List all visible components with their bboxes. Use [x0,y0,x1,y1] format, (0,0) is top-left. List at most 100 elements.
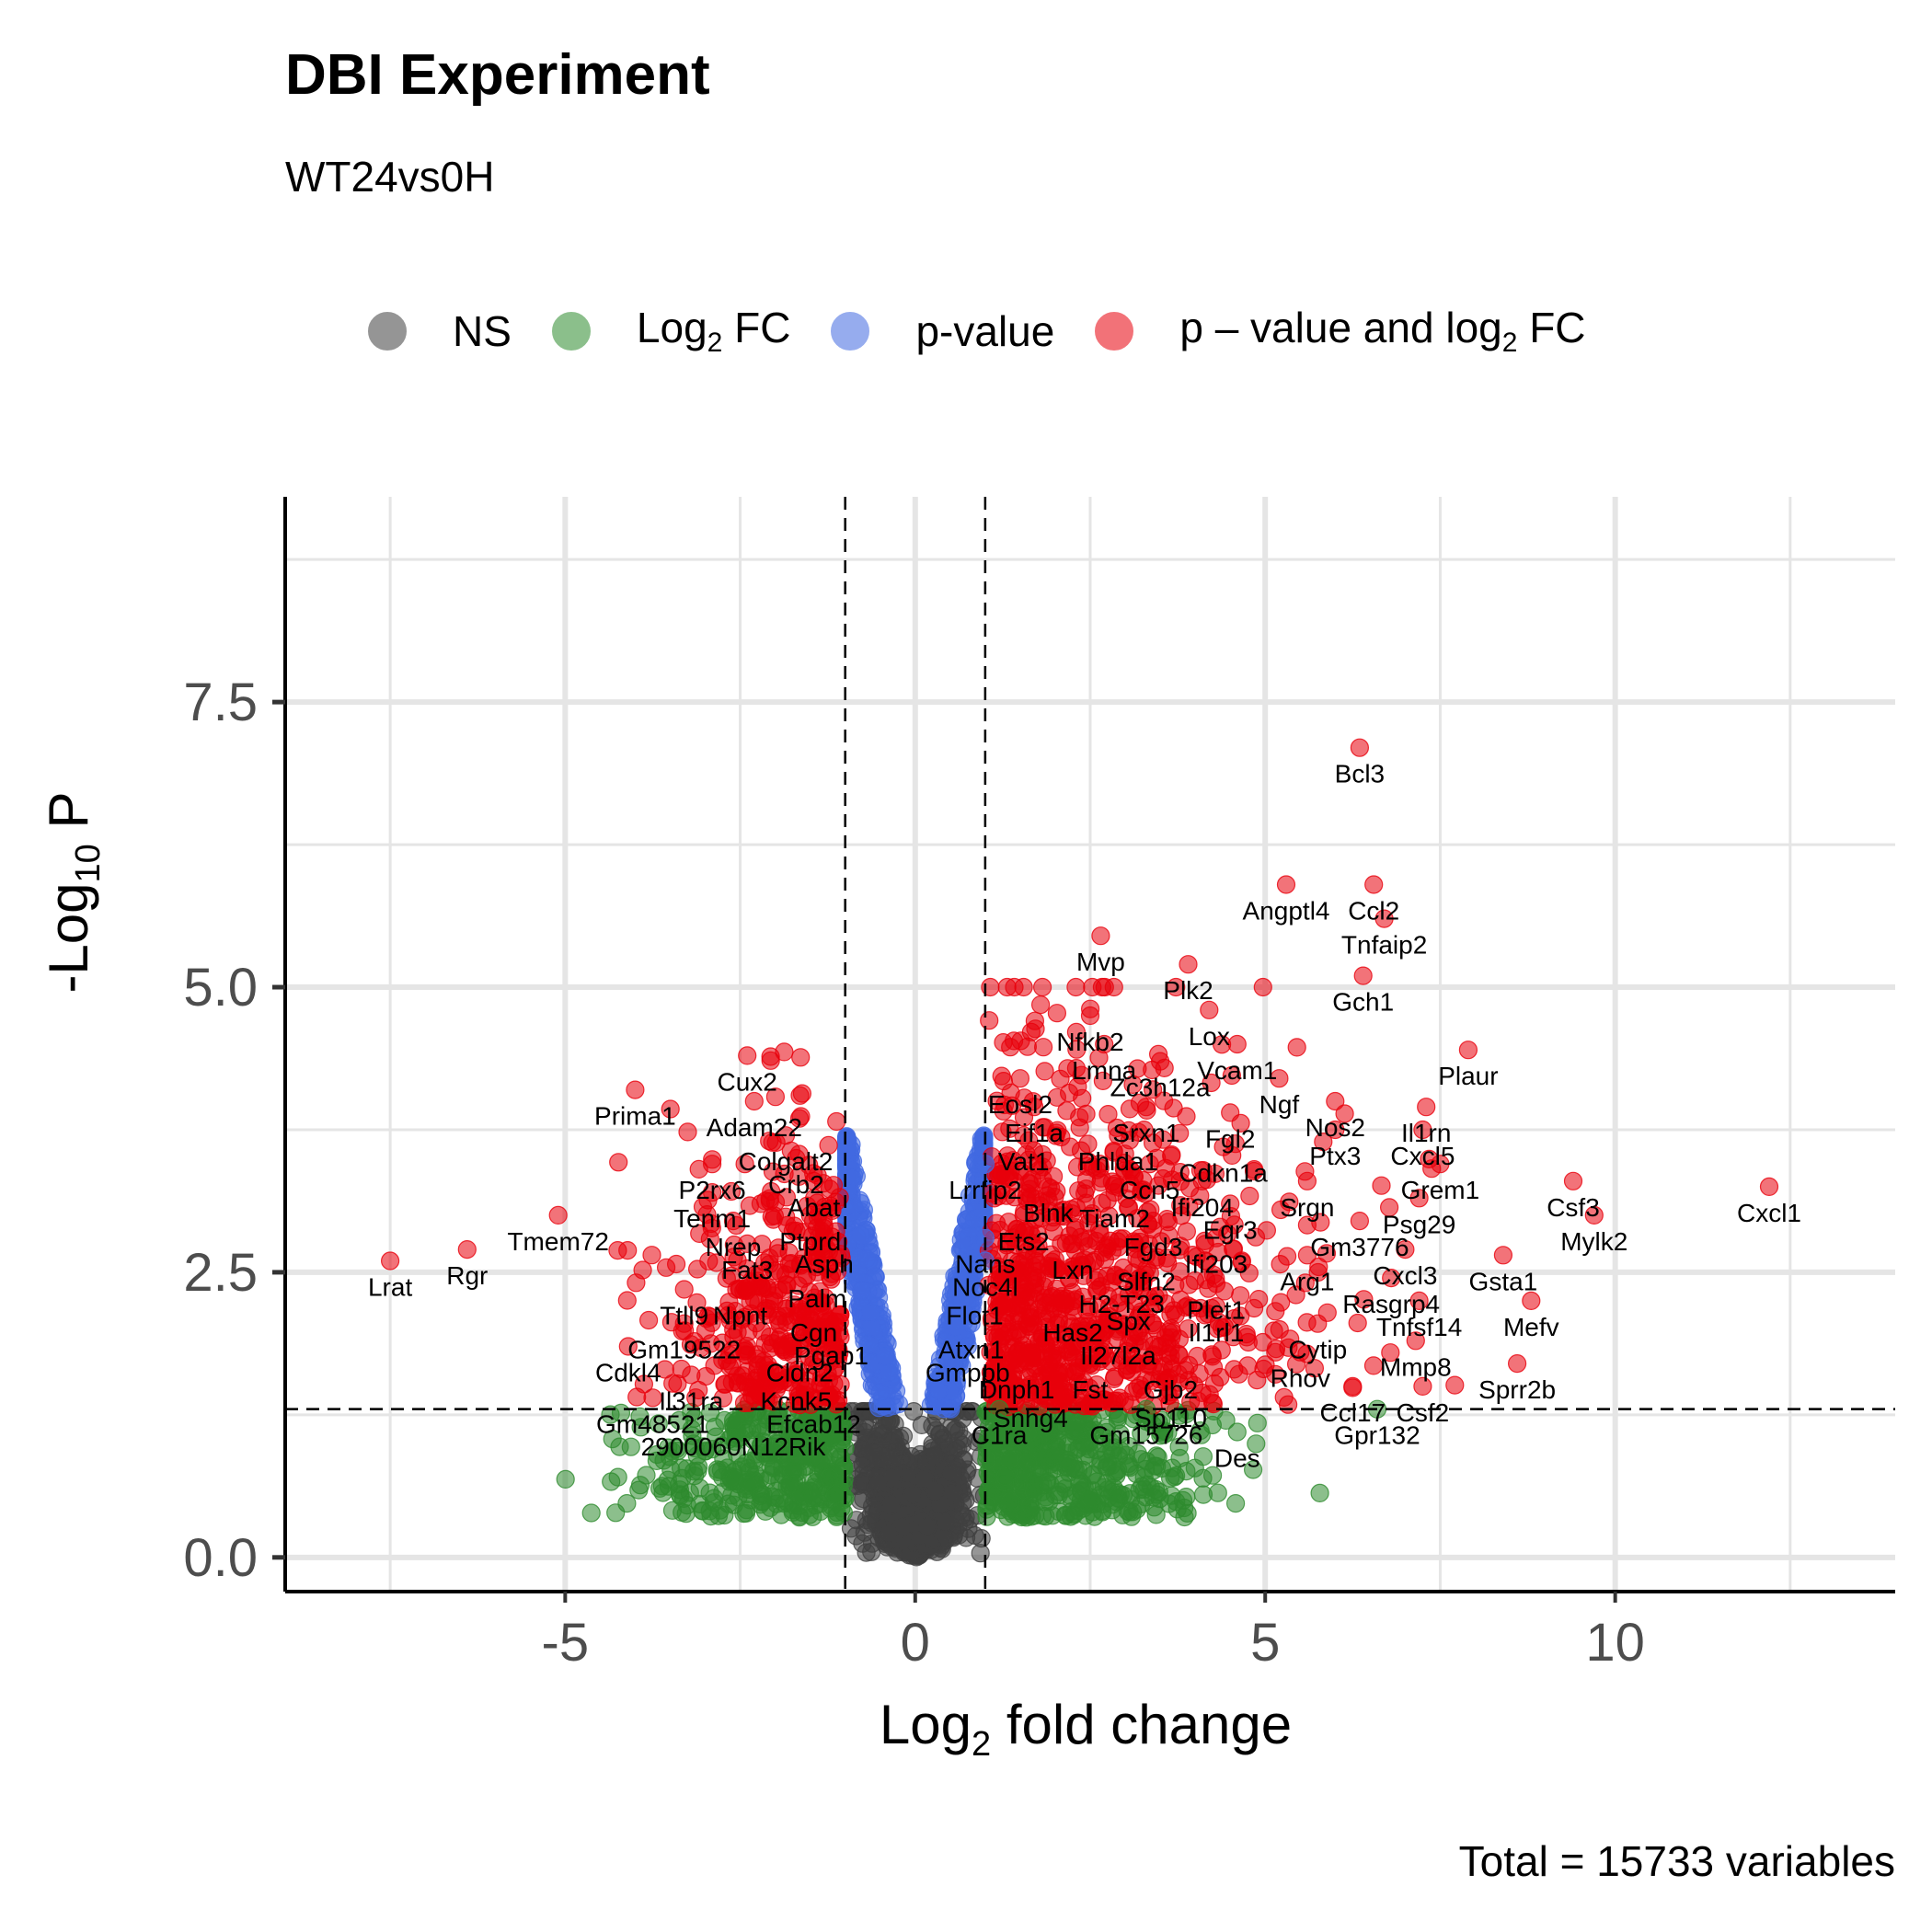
x-tick-label: 5 [1250,1613,1280,1673]
label-des: Des [1214,1444,1260,1473]
cloud-point [756,1471,776,1490]
point-plaur [1458,1041,1478,1060]
legend-label-pvalue: p-value [915,307,1055,355]
label-npnt: Npnt [713,1302,767,1330]
cloud-point [865,1443,884,1463]
cloud-point [1055,1478,1075,1499]
label-nos2: Nos2 [1305,1113,1365,1142]
legend-label-ns: NS [453,307,512,355]
legend-marker-pvalue-and-log2fc [1095,312,1134,351]
point-lrat [381,1251,400,1271]
point-nos2 [1326,1091,1345,1111]
label-blnk: Blnk [1023,1199,1074,1227]
cloud-point [1070,1118,1089,1137]
point-nfkb2 [1080,1006,1100,1026]
cloud-point [606,1503,626,1523]
cloud-point [977,1496,996,1516]
cloud-point [1051,1069,1070,1088]
label-rhov: Rhov [1271,1364,1330,1393]
label-palm: Palm [788,1284,846,1313]
label-spx: Spx [1107,1307,1151,1336]
cloud-point [1011,1031,1030,1051]
cloud-point [715,1505,734,1525]
label-tenm1: Tenm1 [673,1204,751,1233]
x-tick-label: 10 [1585,1613,1645,1673]
y-tick-label: 7.5 [183,673,258,732]
point-plk2 [1179,955,1198,974]
cloud-point [617,1291,637,1310]
label-egr3: Egr3 [1203,1216,1258,1245]
cloud-point [642,1246,661,1265]
label-tnfsf14: Tnfsf14 [1376,1313,1462,1341]
label-plk2: Plk2 [1163,976,1213,1005]
label-c1ra: C1ra [972,1421,1028,1450]
label-srgn: Srgn [1280,1193,1334,1222]
point-rgr [457,1239,477,1259]
label-gpr132: Gpr132 [1334,1421,1420,1450]
cloud-point [1123,1382,1144,1401]
x-tick-label: -5 [542,1613,590,1673]
cloud-point [1083,977,1102,997]
cloud-point [722,1486,742,1505]
cloud-point [1030,995,1051,1015]
cloud-point [765,1286,784,1305]
cloud-point [633,1260,652,1280]
label-gch1: Gch1 [1332,988,1394,1017]
cloud-point [925,1446,945,1466]
cloud-point [868,1474,889,1493]
cloud-point [602,1472,621,1491]
chart-subtitle: WT24vs0H [285,153,495,201]
cloud-point [1043,1446,1063,1466]
cloud-point [1310,1483,1329,1503]
label-lxn: Lxn [1052,1256,1093,1284]
cloud-point [1081,1488,1100,1508]
point-p2rx6 [702,1155,722,1174]
cloud-point [1018,1453,1038,1472]
point-bcl3 [1350,738,1370,757]
cloud-point [918,1517,937,1536]
legend-marker-ns [368,312,407,351]
cloud-point [1102,1495,1122,1514]
label-cdkl4: Cdkl4 [595,1359,661,1387]
point-mvp [1091,926,1110,946]
cloud-point [1162,1144,1181,1165]
cloud-point [854,1472,873,1491]
label-cldn2: Cldn2 [766,1359,834,1387]
cloud-point [952,1435,972,1455]
grid-lines [285,497,1895,1592]
cloud-point [837,1141,857,1160]
point-2900060n12rik [723,1410,743,1431]
point-fgl2 [1221,1103,1240,1122]
cloud-point [1188,1346,1207,1366]
cloud-point [1177,1107,1196,1126]
label-abat: Abat [788,1193,841,1222]
label-fat3: Fat3 [721,1256,773,1284]
label-cux2: Cux2 [718,1067,777,1096]
cloud-point [1146,1505,1166,1524]
label-eosl2: Eosl2 [988,1090,1052,1119]
label-il27l2a: Il27l2a [1080,1341,1156,1370]
cloud-point [687,1259,707,1279]
cloud-point [1175,1507,1194,1527]
cloud-point [997,977,1017,997]
x-tick-label: 0 [901,1613,930,1673]
label-lrrfip2: Lrrfip2 [949,1176,1021,1204]
cloud-point [638,1310,659,1330]
point-des [1227,1422,1247,1442]
cloud-point [861,1505,880,1524]
label-ifi203: Ifi203 [1185,1250,1248,1279]
label-mefv: Mefv [1503,1313,1559,1341]
legend-label-pvalue-and-log2fc: p – value and log2 FC [1179,304,1586,359]
cloud-point [1012,1298,1032,1318]
point-cxcl1 [1759,1177,1779,1197]
cloud-point [880,1363,899,1382]
label-adam22: Adam22 [707,1113,802,1142]
cloud-point [1248,1413,1267,1432]
x-axis-label: Log2 fold change [879,1694,1293,1764]
cloud-point [861,1303,880,1323]
point-cytip [1308,1314,1328,1333]
cloud-point [914,1469,935,1489]
point-gm3776 [1350,1211,1370,1231]
cloud-point [876,1347,895,1366]
label-ttll9: Ttll9 [660,1302,708,1330]
